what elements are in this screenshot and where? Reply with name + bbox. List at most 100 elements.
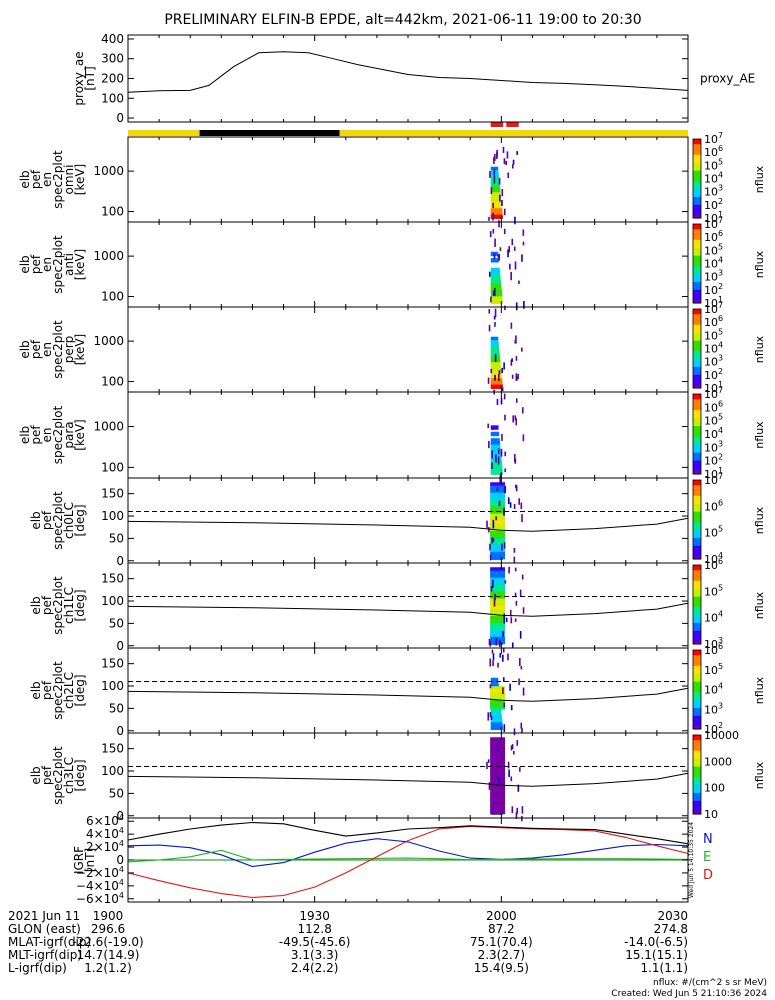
spectrogram-streak <box>493 598 496 607</box>
colorbar-cell <box>693 678 701 683</box>
y-axis-label: pef <box>40 765 54 785</box>
spectrogram-streak <box>503 487 506 493</box>
spectrogram-streak <box>498 220 500 228</box>
spectrogram-cell <box>490 492 506 497</box>
spectrogram-streak <box>493 253 496 259</box>
y-tick-label: 50 <box>109 616 124 630</box>
colorbar-cell <box>693 396 701 400</box>
colorbar-cell <box>693 167 701 172</box>
colorbar-cell <box>693 535 701 539</box>
colorbar-cell <box>693 351 701 355</box>
colorbar-cell <box>693 689 701 693</box>
colorbar-cell <box>693 713 701 717</box>
colorbar-cell <box>693 204 701 209</box>
colorbar-cell <box>693 599 701 603</box>
colorbar-cell <box>693 343 701 347</box>
spectrogram-streak <box>501 434 503 441</box>
colorbar-cell <box>693 255 701 259</box>
spectrogram-streak <box>494 308 497 318</box>
y-tick-label: 100 <box>101 375 124 389</box>
colorbar-label: nflux <box>753 165 766 193</box>
y-axis-label: anti <box>62 253 76 276</box>
footer-value: 15.1(15.1) <box>625 948 688 962</box>
colorbar-cell <box>693 748 701 752</box>
y-axis-label: elb <box>18 255 32 273</box>
y-axis-label: elb <box>18 340 32 358</box>
panel-frame <box>127 477 689 564</box>
y-tick-label: −2×104 <box>76 865 124 880</box>
colorbar-cell <box>693 431 701 435</box>
colorbar-cell <box>693 332 701 336</box>
colorbar-cell <box>693 620 701 624</box>
side-stamp: Wed Jun 5 14:10:35 2024 <box>688 822 695 898</box>
spectrogram-cell <box>490 574 506 579</box>
spectrogram-streak <box>516 151 519 155</box>
colorbar-cell <box>693 586 701 590</box>
spectrogram-streak <box>511 744 514 750</box>
spectrogram-cell <box>490 751 506 756</box>
colorbar-cell <box>693 628 701 632</box>
colorbar-cell <box>693 314 701 318</box>
y-tick-label: 100 <box>101 460 124 474</box>
colorbar-cell <box>693 212 701 216</box>
spectrogram-cell <box>490 789 506 794</box>
colorbar-cell <box>693 183 701 187</box>
colorbar-tick-label: 1000 <box>704 755 732 768</box>
spectrogram-cell <box>490 761 506 766</box>
spectrogram-streak <box>495 638 498 646</box>
colorbar-cell <box>693 234 701 238</box>
spectrogram-cell <box>490 605 506 610</box>
colorbar-cell <box>693 742 701 747</box>
spectrogram-cell <box>490 567 506 572</box>
spectrogram-streak <box>510 617 513 624</box>
spectrogram-streak <box>519 631 522 639</box>
colorbar-tick-label: 102 <box>704 197 723 212</box>
spectrogram-streak <box>518 280 520 285</box>
spectrogram-streak <box>494 374 496 381</box>
y-tick-label: 150 <box>101 487 124 501</box>
y-axis-label: [deg] <box>73 505 87 537</box>
colorbar-cell <box>693 196 701 201</box>
spectrogram-streak <box>509 609 512 617</box>
spectrogram-cell <box>490 696 506 699</box>
colorbar-cell <box>693 604 701 608</box>
colorbar-cell <box>693 434 701 438</box>
spectrogram-cell <box>490 346 500 351</box>
spectrogram-cell <box>490 692 506 695</box>
spectrogram-streak <box>487 423 490 429</box>
spectrogram-streak <box>501 188 504 197</box>
spectrogram-streak <box>510 705 513 711</box>
colorbar-cell <box>693 345 701 350</box>
spectrogram-streak <box>513 556 516 563</box>
y-tick-label: −4×104 <box>76 878 124 893</box>
colorbar-cell <box>693 202 701 206</box>
colorbar-cell <box>693 237 701 241</box>
spectrogram-streak <box>489 684 492 689</box>
colorbar-cell <box>693 540 701 544</box>
y-tick-label: 0 <box>116 853 124 867</box>
y-axis-label: spec2plot <box>51 661 65 720</box>
spectrogram-streak <box>519 658 521 666</box>
spectrogram-streak <box>490 187 493 194</box>
spectrogram-streak <box>492 653 495 661</box>
spectrogram-cell <box>490 277 501 282</box>
spectrogram-cell <box>490 339 499 345</box>
colorbar-cell <box>693 671 701 675</box>
colorbar-cell <box>693 673 701 677</box>
spectrogram-cell <box>490 541 506 546</box>
colorbar-cell <box>693 394 701 398</box>
y-axis-label: spec2plot <box>51 235 65 294</box>
spectrogram-streak <box>490 296 492 303</box>
spectrogram-streak <box>494 287 496 297</box>
colorbar-cell <box>693 287 701 291</box>
spectrogram-streak <box>486 520 488 529</box>
spectrogram-cell <box>490 198 502 204</box>
colorbar-cell <box>693 622 701 627</box>
colorbar-cell <box>693 436 701 440</box>
colorbar-cell <box>693 556 701 560</box>
spectrogram-streak <box>516 740 519 746</box>
colorbar-cell <box>693 327 701 331</box>
colorbar-cell <box>693 335 701 339</box>
spectrogram-cell <box>490 444 501 450</box>
